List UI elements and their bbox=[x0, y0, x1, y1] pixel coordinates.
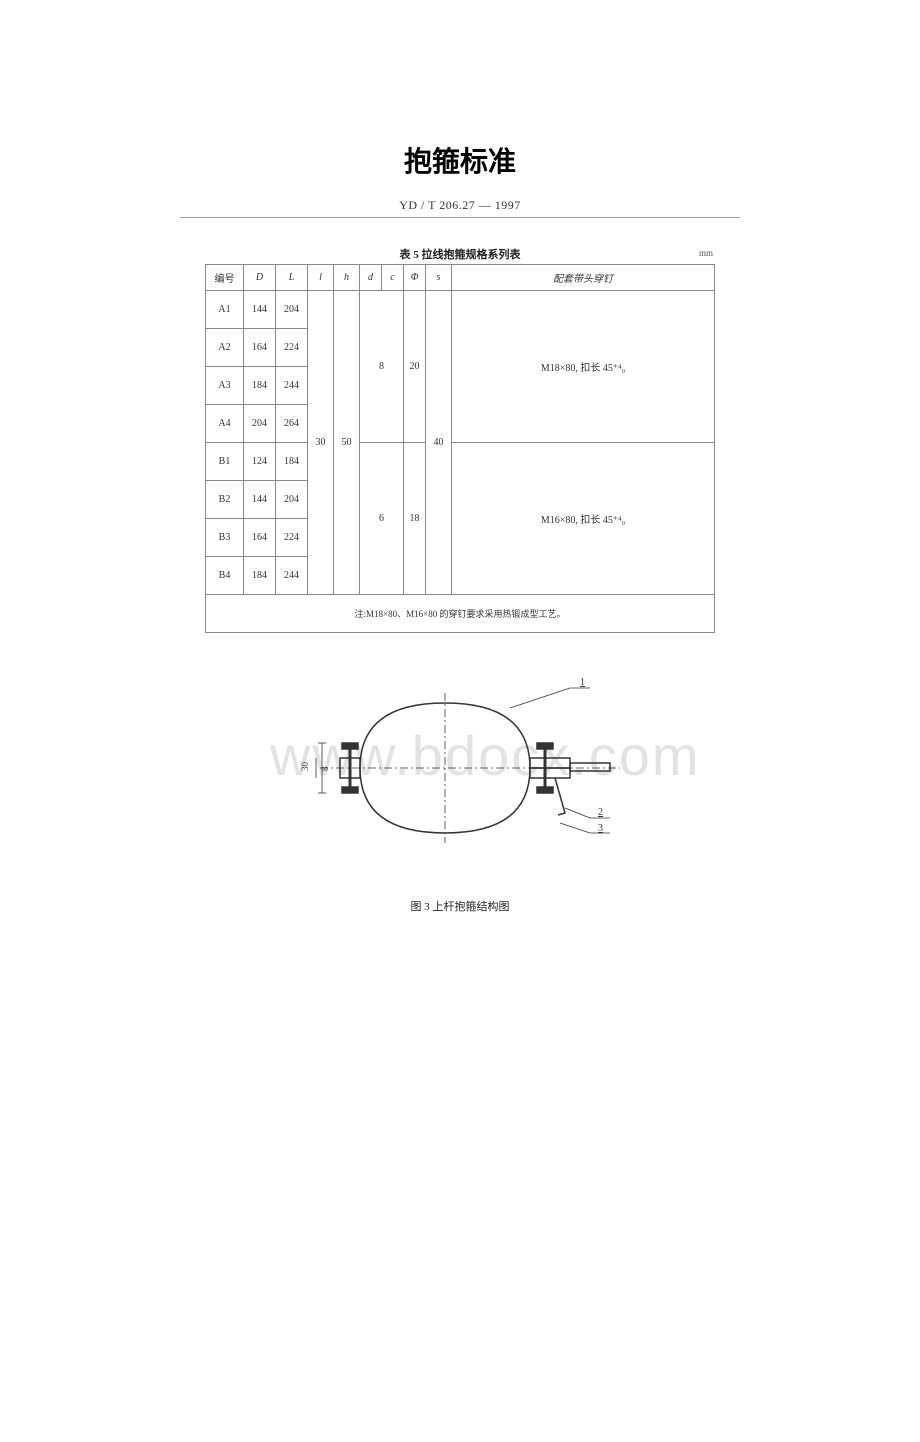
cell-id: A3 bbox=[206, 367, 244, 405]
cell-phi-B: 18 bbox=[404, 443, 426, 595]
cell-D: 164 bbox=[244, 519, 276, 557]
clamp-diagram: 30 8 1 2 3 bbox=[280, 673, 640, 853]
table-header-row: 编号 D L l h d c Φ s 配套带头穿钉 bbox=[206, 265, 715, 291]
th-D: D bbox=[244, 265, 276, 291]
callout-3: 3 bbox=[598, 823, 603, 834]
th-phi: Φ bbox=[404, 265, 426, 291]
cell-D: 144 bbox=[244, 481, 276, 519]
cell-D: 144 bbox=[244, 291, 276, 329]
table-unit: mm bbox=[699, 248, 713, 258]
cell-dc-B: 6 bbox=[360, 443, 404, 595]
table-row: A1 144 204 30 50 8 20 40 M18×80, 扣长 45⁺⁴… bbox=[206, 291, 715, 329]
table-row: B1 124 184 6 18 M16×80, 扣长 45⁺⁴₀ bbox=[206, 443, 715, 481]
cell-phi-A: 20 bbox=[404, 291, 426, 443]
standard-code: YD / T 206.27 — 1997 bbox=[0, 198, 920, 213]
cell-h-merged: 50 bbox=[334, 291, 360, 595]
cell-L: 224 bbox=[276, 329, 308, 367]
cell-D: 184 bbox=[244, 557, 276, 595]
spec-table: 编号 D L l h d c Φ s 配套带头穿钉 A1 144 204 30 … bbox=[205, 264, 715, 633]
cell-L: 244 bbox=[276, 557, 308, 595]
th-d: d bbox=[360, 265, 382, 291]
dim-30: 30 bbox=[300, 762, 310, 772]
cell-s-merged: 40 bbox=[426, 291, 452, 595]
callout-1: 1 bbox=[580, 677, 585, 688]
cell-D: 124 bbox=[244, 443, 276, 481]
spec-table-wrap: 表 5 拉线抱箍规格系列表 mm 编号 D L l h d c Φ s 配套带头… bbox=[205, 246, 715, 633]
th-l: l bbox=[308, 265, 334, 291]
cell-D: 204 bbox=[244, 405, 276, 443]
cell-L: 264 bbox=[276, 405, 308, 443]
cell-l-merged: 30 bbox=[308, 291, 334, 595]
cell-dc-A: 8 bbox=[360, 291, 404, 443]
th-L: L bbox=[276, 265, 308, 291]
page-title: 抱箍标准 bbox=[0, 140, 920, 180]
cell-bolt-A: M18×80, 扣长 45⁺⁴₀ bbox=[452, 291, 715, 443]
cell-D: 164 bbox=[244, 329, 276, 367]
cell-L: 204 bbox=[276, 481, 308, 519]
table-title: 表 5 拉线抱箍规格系列表 bbox=[205, 246, 715, 262]
th-id: 编号 bbox=[206, 265, 244, 291]
cell-L: 244 bbox=[276, 367, 308, 405]
figure-wrap: www.bdocx.com bbox=[210, 673, 710, 914]
table-note: 注:M18×80、M16×80 的穿钉要求采用热锻成型工艺。 bbox=[206, 595, 715, 633]
cell-L: 204 bbox=[276, 291, 308, 329]
cell-id: A1 bbox=[206, 291, 244, 329]
divider bbox=[180, 217, 740, 218]
callout-2: 2 bbox=[598, 807, 603, 818]
figure-caption: 图 3 上杆抱箍结构图 bbox=[210, 898, 710, 914]
cell-L: 184 bbox=[276, 443, 308, 481]
dim-8: 8 bbox=[320, 766, 330, 771]
cell-id: B2 bbox=[206, 481, 244, 519]
th-h: h bbox=[334, 265, 360, 291]
cell-L: 224 bbox=[276, 519, 308, 557]
th-s: s bbox=[426, 265, 452, 291]
cell-D: 184 bbox=[244, 367, 276, 405]
cell-id: B1 bbox=[206, 443, 244, 481]
cell-id: A4 bbox=[206, 405, 244, 443]
cell-id: B4 bbox=[206, 557, 244, 595]
cell-id: A2 bbox=[206, 329, 244, 367]
table-note-row: 注:M18×80、M16×80 的穿钉要求采用热锻成型工艺。 bbox=[206, 595, 715, 633]
cell-id: B3 bbox=[206, 519, 244, 557]
th-bolt: 配套带头穿钉 bbox=[452, 265, 715, 291]
th-c: c bbox=[382, 265, 404, 291]
cell-bolt-B: M16×80, 扣长 45⁺⁴₀ bbox=[452, 443, 715, 595]
